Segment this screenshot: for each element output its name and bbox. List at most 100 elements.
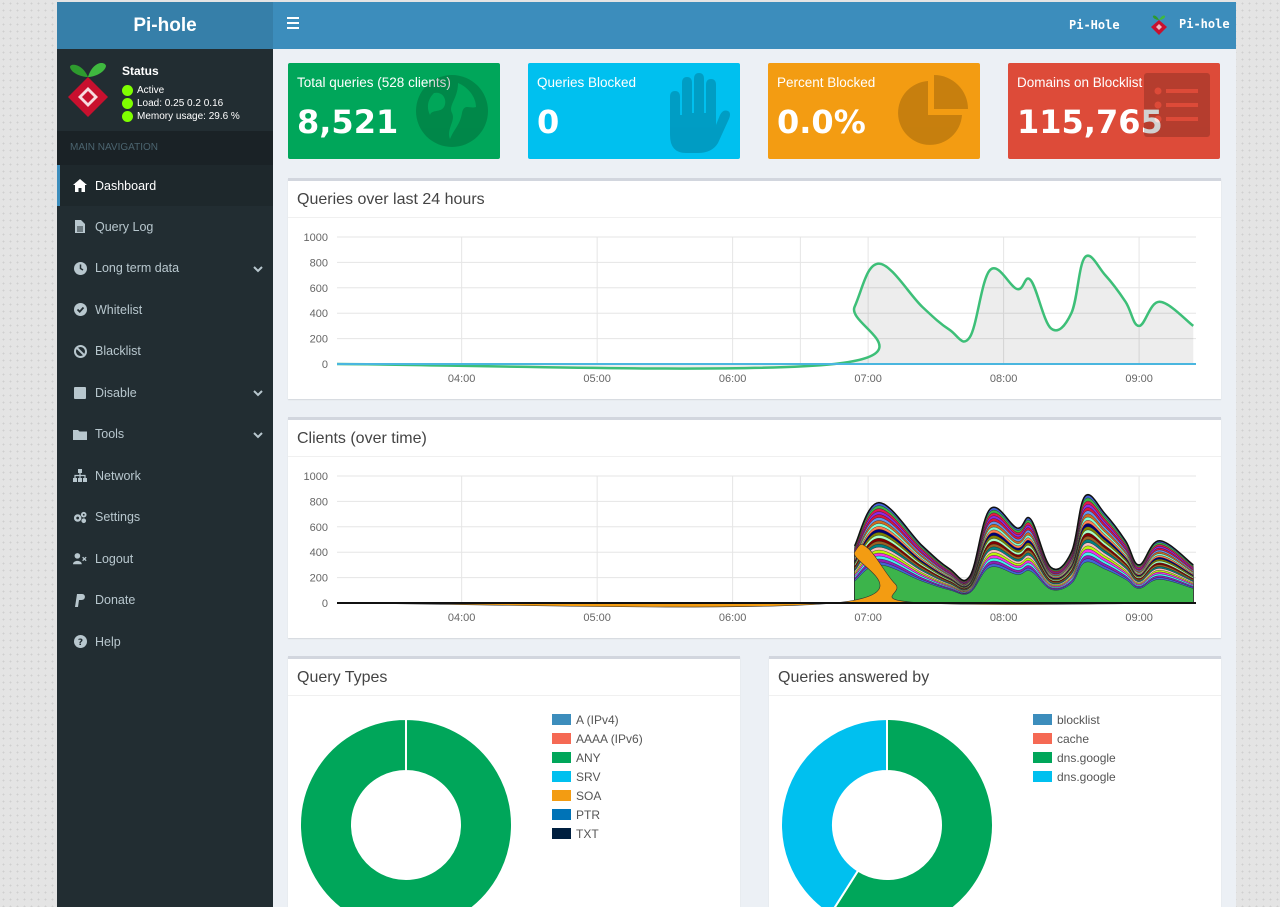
sidebar-item-whitelist[interactable]: Whitelist (57, 289, 273, 331)
sidebar-item-label: Long term data (95, 261, 180, 276)
clock-icon (73, 261, 87, 275)
legend-swatch (1033, 714, 1052, 725)
stat-total-queries[interactable]: Total queries (528 clients) 8,521 (288, 63, 500, 159)
user-label: Pi-hole (1179, 17, 1230, 31)
legend-label: dns.google (1057, 750, 1116, 765)
donut-slice[interactable] (830, 717, 994, 907)
legend-swatch (552, 828, 571, 839)
sidebar-item-label: Query Log (95, 219, 154, 234)
y-tick-label: 400 (310, 547, 328, 559)
y-tick-label: 200 (310, 573, 328, 585)
legend-label: blocklist (1057, 712, 1100, 727)
legend-item[interactable]: cache (1033, 729, 1116, 748)
question-circle-icon: ? (73, 635, 87, 649)
legend-swatch (1033, 771, 1052, 782)
legend-item[interactable]: dns.google (1033, 767, 1116, 786)
legend-item[interactable]: PTR (552, 805, 643, 824)
status-active: Active (122, 85, 164, 96)
nav-header: MAIN NAVIGATION (57, 131, 273, 165)
x-tick-label: 04:00 (448, 612, 476, 624)
stat-domains-blocklist[interactable]: Domains on Blocklist 115,765 (1008, 63, 1220, 159)
sidebar-item-long-term-data[interactable]: Long term data (57, 248, 273, 290)
status-memory: Memory usage: 29.6 % (122, 111, 240, 122)
legend-item[interactable]: TXT (552, 824, 643, 843)
stat-value: 115,765 (1017, 103, 1163, 141)
sidebar-item-blacklist[interactable]: Blacklist (57, 331, 273, 373)
raspberry-icon (1151, 15, 1167, 35)
legend-label: dns.google (1057, 769, 1116, 784)
chevron-down-icon (253, 262, 263, 276)
legend-label: A (IPv4) (576, 712, 619, 727)
sidebar-item-settings[interactable]: Settings (57, 497, 273, 539)
check-circle-icon (73, 303, 87, 317)
sidebar-item-network[interactable]: Network (57, 455, 273, 497)
panel-title: Queries answered by (769, 659, 1221, 696)
y-tick-label: 600 (310, 522, 328, 534)
pie-chart-icon (898, 75, 968, 145)
sidebar-item-tools[interactable]: Tools (57, 414, 273, 456)
client-series-area (854, 561, 1194, 604)
series-line (336, 254, 1195, 370)
query-types-donut (299, 717, 513, 907)
legend-item[interactable]: dns.google (1033, 748, 1116, 767)
sidebar-item-donate[interactable]: Donate (57, 580, 273, 622)
sidebar-item-help[interactable]: ? Help (57, 621, 273, 663)
status-load: Load: 0.25 0.2 0.16 (122, 98, 223, 109)
legend-swatch (552, 733, 571, 744)
globe-icon (416, 75, 488, 147)
x-tick-label: 07:00 (854, 612, 882, 624)
series-area (337, 255, 1194, 369)
stat-value: 0.0% (777, 103, 866, 141)
legend-item[interactable]: A (IPv4) (552, 710, 643, 729)
legend-swatch (552, 771, 571, 782)
stat-queries-blocked[interactable]: Queries Blocked 0 (528, 63, 740, 159)
x-tick-label: 09:00 (1125, 612, 1153, 624)
sidebar-item-query-log[interactable]: Query Log (57, 206, 273, 248)
legend-item[interactable]: ANY (552, 748, 643, 767)
y-tick-label: 1000 (304, 232, 328, 244)
donut-slice[interactable] (780, 717, 888, 907)
total-envelope-line (853, 494, 1194, 582)
sidebar-item-logout[interactable]: Logout (57, 538, 273, 580)
clients-over-time-chart: 0 200 400 600 800 1000 04:00 05:00 06:00 07:00 08:… (304, 471, 1197, 624)
x-tick-label: 08:00 (990, 373, 1018, 385)
donut-slice[interactable] (299, 717, 513, 907)
panel-title: Queries over last 24 hours (288, 181, 1221, 218)
stat-label: Total queries (528 clients) (297, 75, 451, 90)
stat-value: 0 (537, 103, 560, 141)
y-tick-label: 800 (310, 257, 328, 269)
user-menu[interactable]: Pi-hole (1149, 12, 1230, 36)
legend-swatch (552, 752, 571, 763)
top-navbar: Pi-Hole Pi-hole (273, 2, 1236, 49)
sidebar-item-disable[interactable]: Disable (57, 372, 273, 414)
query-types-legend: A (IPv4) AAAA (IPv6) ANY SRV SOA PTR TXT (552, 710, 643, 843)
sidebar-item-label: Blacklist (95, 344, 141, 359)
status-panel: Status Active Load: 0.25 0.2 0.16 Memory… (57, 49, 273, 131)
client-series-area (336, 544, 1197, 608)
home-icon (73, 179, 87, 193)
stat-percent-blocked[interactable]: Percent Blocked 0.0% (768, 63, 980, 159)
sidebar-item-dashboard[interactable]: Dashboard (57, 165, 273, 206)
legend-label: ANY (576, 750, 601, 765)
stat-value: 8,521 (297, 103, 399, 141)
memory-dot-icon (122, 111, 133, 122)
query-types-panel: Query Types A (IPv4) AAAA (IPv6) ANY SRV SOA… (288, 656, 740, 907)
sidebar-item-label: Whitelist (95, 302, 143, 317)
legend-item[interactable]: SRV (552, 767, 643, 786)
legend-label: SRV (576, 769, 601, 784)
sidebar-item-label: Settings (95, 510, 141, 525)
legend-label: SOA (576, 788, 602, 803)
y-tick-label: 0 (322, 359, 328, 371)
stat-label: Queries Blocked (537, 75, 637, 90)
legend-item[interactable]: AAAA (IPv6) (552, 729, 643, 748)
legend-item[interactable]: blocklist (1033, 710, 1116, 729)
queries-over-time-chart: 0 200 400 600 800 1000 04:00 05:00 06:00 07:00 08:… (304, 232, 1196, 385)
legend-item[interactable]: SOA (552, 786, 643, 805)
sidebar-item-label: Tools (95, 427, 125, 442)
load-dot-icon (122, 98, 133, 109)
chevron-down-icon (253, 386, 263, 400)
sidebar-item-label: Disable (95, 385, 137, 400)
x-tick-label: 06:00 (719, 612, 747, 624)
menu-toggle-icon[interactable] (287, 17, 299, 29)
logo[interactable]: Pi-hole (57, 2, 273, 49)
